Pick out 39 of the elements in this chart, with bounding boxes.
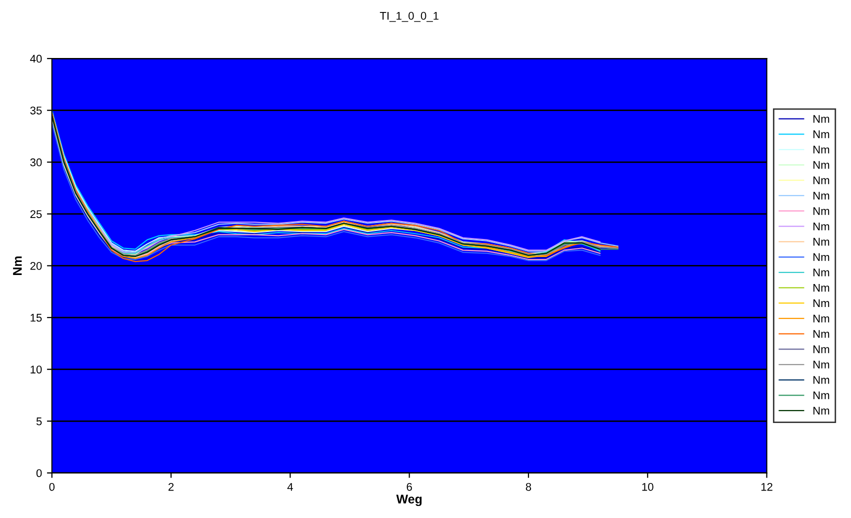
legend-label: Nm — [813, 284, 830, 292]
x-axis-title: Weg — [396, 494, 422, 506]
y-tick-label: 25 — [30, 210, 42, 218]
y-tick-label: 10 — [30, 366, 42, 374]
legend-label: Nm — [813, 192, 830, 200]
x-tick-label: 10 — [642, 482, 654, 491]
legend-label: Nm — [813, 115, 830, 123]
y-tick-label: 35 — [30, 106, 42, 114]
x-tick-label: 2 — [168, 482, 174, 491]
legend-label: Nm — [813, 238, 830, 246]
y-axis-title: Nm — [13, 256, 22, 275]
y-tick-label: 20 — [30, 262, 42, 270]
legend-label: Nm — [813, 299, 830, 307]
legend-label: Nm — [813, 345, 830, 354]
y-tick-label: 15 — [30, 314, 42, 322]
x-tick-label: 8 — [526, 482, 532, 491]
legend-label: Nm — [813, 253, 830, 261]
y-tick-label: 30 — [30, 158, 42, 166]
legend-label: Nm — [813, 176, 830, 184]
legend-label: Nm — [813, 130, 830, 138]
legend-label: Nm — [813, 222, 830, 230]
legend-label: Nm — [813, 268, 830, 276]
chart-title: TI_1_0_0_1 — [380, 12, 438, 22]
x-tick-label: 0 — [49, 482, 55, 491]
legend-label: Nm — [813, 207, 830, 215]
y-tick-label: 40 — [30, 54, 42, 63]
y-tick-label: 0 — [36, 469, 42, 478]
x-tick-label: 6 — [406, 482, 412, 491]
legend-label: Nm — [813, 330, 830, 338]
legend-label: Nm — [813, 392, 830, 400]
x-tick-label: 12 — [761, 482, 772, 491]
legend-label: Nm — [813, 376, 830, 384]
x-tick-label: 4 — [287, 483, 293, 491]
y-tick-label: 5 — [36, 418, 42, 426]
legend-label: Nm — [813, 406, 830, 415]
legend-label: Nm — [813, 146, 830, 154]
legend-label: Nm — [813, 314, 830, 322]
legend-label: Nm — [813, 360, 830, 368]
legend-label: Nm — [813, 161, 830, 169]
